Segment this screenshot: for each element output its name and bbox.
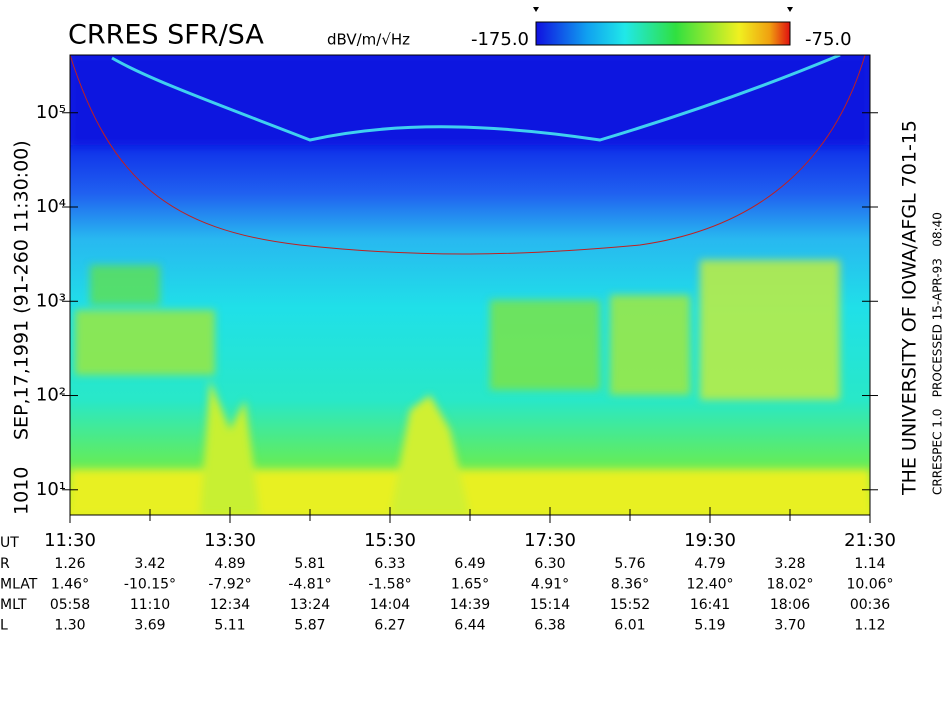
ephemeris-value: 6.30 xyxy=(534,556,565,572)
ephemeris-value: 3.42 xyxy=(134,556,165,572)
x-tick-label: 11:30 xyxy=(44,530,96,551)
ephemeris-value: 3.69 xyxy=(134,618,165,634)
colorbar-marker xyxy=(533,7,793,12)
colorbar-min: -175.0 xyxy=(471,29,529,50)
chart-title: CRRES SFR/SA xyxy=(68,20,264,51)
x-tick-label: 15:30 xyxy=(364,530,416,551)
x-tick-label: 13:30 xyxy=(204,530,256,551)
ephemeris-value: 4.91° xyxy=(531,577,569,593)
y-tick-label: 10¹ xyxy=(36,479,66,500)
ephemeris-value: -4.81° xyxy=(288,577,331,593)
ephemeris-value: 18.02° xyxy=(766,577,813,593)
ephemeris-value: 16:41 xyxy=(690,597,730,613)
processing-label: CRRESPEC 1.0 PROCESSED 15-APR-93 08:40 xyxy=(931,212,945,495)
ephemeris-value: 5.81 xyxy=(294,556,325,572)
ephemeris-value: 1.14 xyxy=(854,556,885,572)
institution-label: THE UNIVERSITY OF IOWA/AFGL 701-15 xyxy=(899,120,921,496)
date-label: SEP,17,1991 (91-260 11:30:00) xyxy=(11,140,33,440)
ephemeris-value: 15:52 xyxy=(610,597,650,613)
ephemeris-value: 4.79 xyxy=(694,556,725,572)
ephemeris-value: 6.49 xyxy=(454,556,485,572)
ephemeris-row-label: R xyxy=(0,556,10,572)
ephemeris-value: 1.46° xyxy=(51,577,89,593)
ephemeris-value: 8.36° xyxy=(611,577,649,593)
ephemeris-value: 5.19 xyxy=(694,618,725,634)
ephemeris-value: 12:34 xyxy=(210,597,250,613)
units: dBV/m/√Hz xyxy=(327,31,410,49)
ephemeris-value: 6.01 xyxy=(614,618,645,634)
ephemeris-row-label: MLT xyxy=(0,597,27,613)
y-tick-label: 10⁴ xyxy=(36,196,66,217)
y-tick-label: 10³ xyxy=(36,290,66,311)
ephemeris-value: -7.92° xyxy=(208,577,251,593)
spectrogram xyxy=(70,55,870,515)
y-tick-label: 10² xyxy=(36,385,66,406)
ephemeris-value: -10.15° xyxy=(124,577,176,593)
ephemeris-value: -1.58° xyxy=(368,577,411,593)
ephemeris-value: 1.26 xyxy=(54,556,85,572)
x-tick-label: 21:30 xyxy=(844,530,896,551)
y-tick-label: 10⁵ xyxy=(36,102,66,123)
colorbar-max: -75.0 xyxy=(805,29,852,50)
ephemeris-value: 12.40° xyxy=(686,577,733,593)
ephemeris-value: 6.27 xyxy=(374,618,405,634)
ephemeris-value: 15:14 xyxy=(530,597,570,613)
ephemeris-value: 18:06 xyxy=(770,597,810,613)
ephemeris-value: 4.89 xyxy=(214,556,245,572)
ephemeris-row-label: L xyxy=(0,618,8,634)
ephemeris-value: 5.76 xyxy=(614,556,645,572)
orbit-label: 1010 xyxy=(11,467,33,515)
colorbar xyxy=(535,21,791,46)
time-row-label: UT xyxy=(0,535,19,551)
ephemeris-value: 1.30 xyxy=(54,618,85,634)
ephemeris-value: 14:04 xyxy=(370,597,410,613)
ephemeris-value: 14:39 xyxy=(450,597,490,613)
ephemeris-value: 11:10 xyxy=(130,597,170,613)
ephemeris-value: 6.38 xyxy=(534,618,565,634)
ephemeris-value: 05:58 xyxy=(50,597,90,613)
ephemeris-value: 3.28 xyxy=(774,556,805,572)
ephemeris-value: 00:36 xyxy=(850,597,890,613)
ephemeris-value: 10.06° xyxy=(846,577,893,593)
ephemeris-row-label: MLAT xyxy=(0,577,38,593)
ephemeris-value: 6.33 xyxy=(374,556,405,572)
ephemeris-value: 13:24 xyxy=(290,597,330,613)
ephemeris-value: 1.65° xyxy=(451,577,489,593)
ephemeris-value: 3.70 xyxy=(774,618,805,634)
x-tick-label: 19:30 xyxy=(684,530,736,551)
ephemeris-value: 6.44 xyxy=(454,618,485,634)
ephemeris-value: 5.11 xyxy=(214,618,245,634)
x-tick-label: 17:30 xyxy=(524,530,576,551)
ephemeris-value: 1.12 xyxy=(854,618,885,634)
ephemeris-value: 5.87 xyxy=(294,618,325,634)
